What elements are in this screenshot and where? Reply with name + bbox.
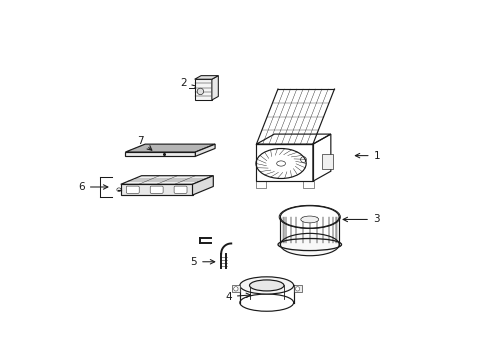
Circle shape <box>197 88 203 95</box>
Ellipse shape <box>239 277 293 294</box>
Polygon shape <box>192 176 213 195</box>
Text: 1: 1 <box>355 150 380 161</box>
Polygon shape <box>293 285 301 292</box>
Bar <box>321 154 332 169</box>
Ellipse shape <box>280 233 339 256</box>
Polygon shape <box>125 152 195 156</box>
FancyBboxPatch shape <box>174 186 186 193</box>
Polygon shape <box>195 144 215 156</box>
Polygon shape <box>194 76 218 79</box>
Circle shape <box>295 287 299 291</box>
Circle shape <box>233 287 238 291</box>
Ellipse shape <box>249 280 284 291</box>
Text: 5: 5 <box>190 257 214 267</box>
Bar <box>303 181 313 188</box>
Ellipse shape <box>300 216 318 223</box>
Text: 7: 7 <box>137 136 152 150</box>
FancyBboxPatch shape <box>126 186 139 193</box>
Polygon shape <box>231 285 239 292</box>
Polygon shape <box>211 76 218 100</box>
Text: 4: 4 <box>225 292 250 302</box>
Polygon shape <box>121 176 213 184</box>
Text: 3: 3 <box>343 215 379 224</box>
Polygon shape <box>194 79 211 100</box>
Bar <box>255 181 265 188</box>
FancyBboxPatch shape <box>150 186 163 193</box>
Text: 2: 2 <box>180 78 199 88</box>
Text: 6: 6 <box>78 182 108 192</box>
Polygon shape <box>121 184 192 195</box>
Polygon shape <box>125 144 215 152</box>
